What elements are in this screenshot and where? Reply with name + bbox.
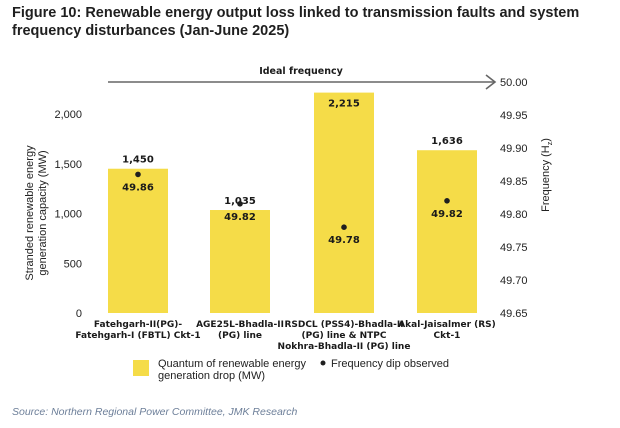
bar bbox=[314, 92, 374, 313]
bar bbox=[108, 168, 168, 313]
right-axis-title-text: Frequency (Hz) bbox=[540, 138, 554, 212]
legend-bar-label: Quantum of renewable energy bbox=[158, 358, 306, 370]
left-tick-label: 500 bbox=[64, 258, 82, 270]
frequency-dip-series bbox=[135, 171, 450, 230]
bar-value-label: 1,450 bbox=[122, 155, 154, 166]
category-label: Fatehgarh-II(PG)- bbox=[94, 320, 183, 330]
right-tick-label: 49.75 bbox=[500, 242, 528, 254]
category-label: RSDCL (PSS4)-Bhadla-II bbox=[284, 320, 403, 330]
category-label: Fatehgarh-I (FBTL) Ckt-1 bbox=[75, 331, 200, 341]
legend-bar-label: generation drop (MW) bbox=[158, 370, 265, 382]
arrow-right-icon bbox=[485, 74, 497, 90]
left-axis-title-line: Stranded renewable energy bbox=[24, 145, 36, 281]
frequency-dip-dot bbox=[341, 224, 347, 230]
bar-value-label: 1,636 bbox=[431, 136, 463, 147]
category-label: Ckt-1 bbox=[434, 331, 461, 341]
left-tick-label: 2,000 bbox=[54, 109, 82, 121]
right-axis: 49.65 49.70 49.75 49.80 49.85 49.90 49.95 50.00 bbox=[500, 77, 528, 320]
right-axis-title: Frequency (Hz) bbox=[540, 138, 554, 212]
right-tick-label: 49.70 bbox=[500, 275, 528, 287]
left-axis-title: Stranded renewable energy generation capa… bbox=[24, 145, 49, 281]
bar bbox=[210, 210, 270, 313]
bar bbox=[417, 150, 477, 313]
frequency-value-label: 49.82 bbox=[224, 212, 256, 223]
category-label: Akal-Jaisalmer (RS) bbox=[398, 320, 496, 330]
category-labels: Fatehgarh-II(PG)-Fatehgarh-I (FBTL) Ckt-… bbox=[75, 320, 495, 352]
left-axis: 0 500 1,000 1,500 2,000 bbox=[54, 109, 82, 320]
right-tick-label: 49.95 bbox=[500, 110, 528, 122]
category-label: Nokhra-Bhadla-II (PG) line bbox=[278, 342, 411, 352]
category-label: (PG) line & NTPC bbox=[301, 331, 386, 341]
right-tick-label: 49.90 bbox=[500, 143, 528, 155]
right-tick-label: 49.65 bbox=[500, 308, 528, 320]
frequency-value-labels: 49.86 49.82 49.78 49.82 bbox=[122, 182, 463, 246]
legend-dot-swatch bbox=[320, 360, 326, 366]
left-tick-label: 1,500 bbox=[54, 159, 82, 171]
ideal-frequency-label: Ideal frequency bbox=[259, 66, 343, 77]
category-label: AGE25L-Bhadla-II bbox=[196, 320, 284, 330]
frequency-dip-dot bbox=[444, 198, 450, 204]
right-tick-label: 49.85 bbox=[500, 176, 528, 188]
right-tick-label: 49.80 bbox=[500, 209, 528, 221]
bar-series bbox=[108, 92, 477, 313]
left-tick-label: 1,000 bbox=[54, 209, 82, 221]
category-label: (PG) line bbox=[218, 331, 262, 341]
frequency-value-label: 49.78 bbox=[328, 235, 360, 246]
legend-bar-swatch bbox=[133, 360, 149, 376]
ideal-frequency-reference: Ideal frequency bbox=[108, 66, 497, 90]
right-tick-label: 50.00 bbox=[500, 77, 528, 89]
frequency-dip-dot bbox=[237, 201, 243, 207]
left-axis-title-line: generation capacity (MW) bbox=[37, 150, 49, 275]
bar-value-label: 2,215 bbox=[328, 99, 360, 110]
legend-dot-label: Frequency dip observed bbox=[331, 358, 449, 370]
frequency-dip-dot bbox=[135, 171, 141, 178]
chart-title: Figure 10: Renewable energy output loss … bbox=[12, 5, 580, 39]
left-tick-label: 0 bbox=[76, 308, 82, 320]
source-note: Source: Northern Regional Power Committe… bbox=[12, 406, 298, 418]
frequency-value-label: 49.86 bbox=[122, 182, 154, 193]
frequency-value-label: 49.82 bbox=[431, 209, 463, 220]
